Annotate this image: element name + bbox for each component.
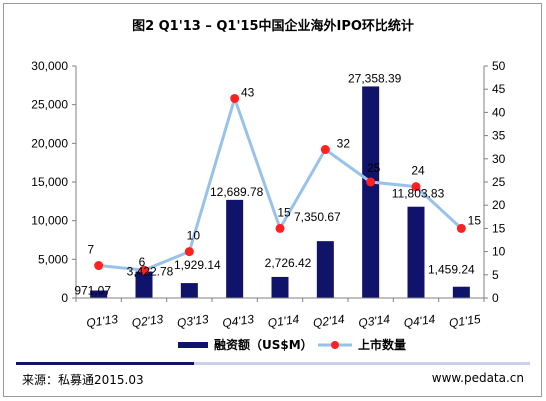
count-marker-Q3'13 (184, 247, 194, 257)
count-label-Q2'13: 6 (139, 255, 146, 269)
count-label-Q2'14: 32 (337, 137, 351, 151)
bar-Q1'15 (452, 286, 470, 298)
legend-item-count: 上市数量 (318, 336, 406, 353)
bar-label-Q2'13: 3,422.78 (127, 265, 174, 279)
x-tick-label: Q3'13 (176, 312, 210, 330)
right-tick-label: 35 (492, 129, 506, 143)
right-tick-label: 25 (492, 175, 506, 189)
right-tick-label: 20 (492, 198, 506, 212)
left-tick-label: 15,000 (31, 175, 68, 189)
left-tick-label: 25,000 (31, 98, 68, 112)
legend: 融资额（US$M） 上市数量 (0, 336, 546, 356)
bar-label-Q3'13: 1,929.14 (174, 258, 221, 272)
bar-Q3'13 (180, 283, 198, 298)
right-tick-label: 45 (492, 82, 506, 96)
bar-Q4'14 (407, 206, 425, 298)
x-tick-label: Q1'14 (267, 312, 301, 330)
right-axis: 0 5 10 15 20 25 30 35 40 45 50 (483, 59, 506, 305)
line-data-labels: 7 6 10 43 15 32 25 24 15 (87, 85, 481, 269)
bar-label-Q3'14: 27,358.39 (348, 71, 402, 85)
bar-label-Q1'15: 1,459.24 (428, 263, 475, 277)
bar-Q1'14 (271, 276, 289, 298)
bar-Q2'14 (316, 241, 334, 298)
x-tick-label: Q2'13 (131, 312, 165, 330)
bar-data-labels: 971.07 3,422.78 1,929.14 12,689.78 2,726.42 7… (74, 71, 475, 297)
right-tick-label: 40 (492, 105, 506, 119)
bar-Q1'13 (90, 290, 108, 298)
legend-line-label: 上市数量 (358, 338, 407, 352)
x-tick-label: Q1'15 (448, 312, 482, 330)
x-tick-label: Q3'14 (357, 312, 391, 330)
left-tick-label: 5,000 (38, 252, 68, 266)
legend-line-swatch (318, 340, 352, 349)
count-line (98, 96, 463, 272)
count-marker-Q1'14 (275, 223, 285, 233)
left-tick-label: 10,000 (31, 214, 68, 228)
count-marker-Q1'13 (94, 261, 104, 271)
x-tick-label: Q2'14 (312, 312, 346, 330)
x-tick-label: Q4'14 (403, 312, 437, 330)
legend-item-amount: 融资额（US$M） (178, 336, 313, 353)
count-label-Q4'14: 24 (411, 164, 425, 178)
count-label-Q3'14: 25 (367, 161, 381, 175)
count-label-Q1'15: 15 (468, 213, 482, 227)
count-marker-Q3'14 (366, 177, 376, 187)
bar-Q3'14 (362, 86, 380, 298)
bar-label-Q1'13: 971.07 (74, 283, 111, 297)
left-axis: 0 5,000 10,000 15,000 20,000 25,000 30,000 (31, 59, 77, 305)
chart-frame (3, 3, 542, 397)
bar-Q2'13 (135, 271, 153, 298)
count-label-Q3'13: 10 (187, 229, 201, 243)
website-link[interactable]: www.pedata.cn (431, 371, 524, 385)
right-tick-label: 15 (492, 221, 506, 235)
line-series (94, 93, 466, 275)
left-tick-label: 0 (61, 291, 68, 305)
bar-label-Q4'13: 12,689.78 (210, 185, 264, 199)
right-tick-label: 30 (492, 152, 506, 166)
left-tick-label: 20,000 (31, 136, 68, 150)
source-note: 来源：私募通2015.03 (22, 373, 144, 387)
x-axis: Q1'13 Q2'13 Q3'13 Q4'13 Q1'14 Q2'14 Q3'14 Q4'14… (75, 297, 485, 330)
count-marker-Q2'14 (320, 145, 330, 155)
count-label-Q4'13: 43 (241, 85, 255, 99)
chart-title: 图2 Q1'13 – Q1'15中国企业海外IPO环比统计 (132, 19, 414, 34)
count-label-Q1'14: 15 (277, 205, 291, 219)
right-tick-label: 50 (492, 59, 506, 73)
x-tick-label: Q4'13 (221, 312, 255, 330)
bar-series (90, 86, 470, 298)
legend-bar-swatch (178, 341, 208, 348)
count-marker-Q2'13 (139, 265, 149, 275)
count-marker-Q1'15 (456, 223, 466, 233)
right-tick-label: 0 (492, 291, 499, 305)
left-tick-label: 30,000 (31, 59, 68, 73)
bar-label-Q4'14: 11,803.83 (392, 187, 445, 201)
x-tick-label: Q1'13 (85, 312, 119, 330)
count-marker-Q4'14 (411, 182, 421, 192)
bar-Q4'13 (226, 199, 244, 298)
count-marker-Q4'13 (230, 93, 240, 103)
bar-label-Q1'14: 2,726.42 (265, 256, 312, 270)
right-tick-label: 5 (492, 268, 499, 282)
bar-label-Q2'14: 7,350.67 (294, 210, 341, 224)
right-tick-label: 10 (492, 245, 506, 259)
count-label-Q1'13: 7 (87, 243, 94, 257)
legend-bar-label: 融资额（US$M） (214, 338, 313, 352)
footer-divider (16, 362, 530, 365)
